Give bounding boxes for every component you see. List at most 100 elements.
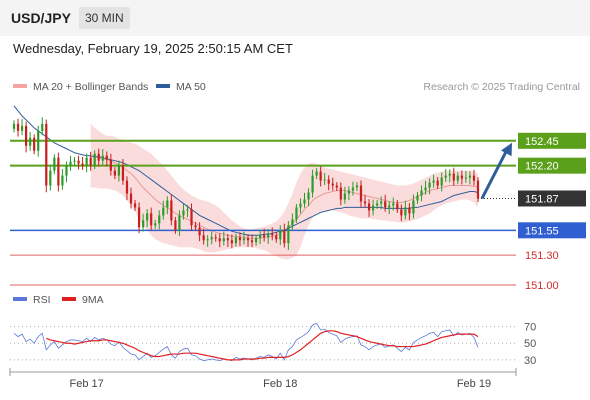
candle — [468, 175, 472, 178]
candle — [214, 237, 217, 239]
candle — [380, 201, 383, 204]
rsi-tick-label: 30 — [524, 355, 536, 367]
level-tag — [518, 132, 586, 149]
candle — [444, 175, 447, 178]
candle — [351, 187, 355, 191]
candle — [101, 155, 104, 161]
candle — [158, 215, 161, 224]
candle — [85, 157, 88, 166]
candle — [202, 235, 205, 241]
candle — [210, 237, 213, 240]
candle — [371, 205, 375, 211]
candle — [20, 125, 24, 131]
legend-swatch — [156, 84, 170, 88]
candle — [388, 205, 391, 208]
candle — [392, 203, 395, 206]
candle — [432, 180, 435, 183]
candle — [97, 153, 100, 161]
candle — [125, 180, 129, 194]
candle — [234, 237, 238, 244]
candle — [109, 159, 112, 171]
legend-swatch — [62, 297, 76, 301]
candle — [412, 200, 415, 214]
candle — [271, 233, 274, 236]
candle — [440, 177, 443, 186]
candle — [404, 207, 407, 216]
candle — [41, 123, 44, 131]
candle — [448, 173, 451, 176]
level-label: 151.30 — [525, 250, 559, 262]
legend-label: MA 50 — [176, 81, 206, 93]
candle — [178, 215, 181, 231]
level-tag — [518, 157, 586, 174]
candle — [37, 130, 40, 151]
candle — [174, 220, 177, 231]
candle — [315, 171, 318, 176]
candle — [142, 220, 145, 228]
projection-arrow-head — [501, 142, 512, 157]
level-label: 151.00 — [525, 280, 559, 292]
candle — [319, 171, 322, 181]
candle — [250, 240, 254, 243]
candle — [61, 175, 64, 186]
copyright-text: Research © 2025 Trading Central — [423, 81, 580, 93]
candle — [367, 203, 371, 211]
candle — [263, 235, 266, 238]
candle — [69, 161, 72, 166]
candle — [355, 185, 359, 188]
currency-pair-title: USD/JPY — [11, 10, 71, 26]
candle — [424, 187, 427, 191]
candle — [400, 209, 403, 216]
candle — [65, 165, 68, 176]
legend-label: MA 20 + Bollinger Bands — [33, 81, 148, 93]
candle — [323, 179, 326, 181]
candle — [170, 200, 173, 221]
candle — [137, 207, 141, 228]
candle — [57, 157, 60, 186]
level-tag — [518, 222, 586, 239]
candle — [242, 238, 246, 241]
candle — [12, 123, 16, 129]
bollinger-band — [90, 123, 478, 260]
projection-arrow — [480, 147, 510, 200]
candle — [472, 175, 476, 181]
candle — [29, 137, 32, 146]
candle — [347, 190, 350, 194]
timeframe-badge[interactable]: 30 MIN — [79, 7, 130, 29]
candle — [162, 207, 165, 216]
candle — [129, 193, 133, 204]
x-tick-label: Feb 19 — [457, 378, 491, 390]
candle — [275, 235, 278, 240]
candle — [359, 185, 363, 202]
candle — [335, 185, 338, 188]
rsi-ma-line — [46, 330, 479, 361]
candle — [299, 203, 302, 208]
candle — [230, 240, 233, 244]
candle — [93, 153, 96, 166]
candle — [194, 225, 197, 228]
candle — [267, 233, 270, 238]
candle — [190, 209, 193, 226]
candle — [206, 239, 209, 241]
ma50-line — [13, 105, 479, 236]
level-label: 152.45 — [525, 136, 559, 148]
candle — [24, 125, 28, 146]
candle — [287, 225, 290, 244]
level-label: 151.87 — [525, 193, 559, 205]
candle — [218, 238, 221, 242]
candle — [436, 180, 439, 186]
candle — [428, 182, 431, 188]
candle — [420, 190, 423, 196]
candle — [182, 210, 185, 216]
candle — [238, 237, 242, 241]
candle — [283, 230, 286, 244]
candle — [331, 183, 334, 186]
candle — [460, 175, 463, 179]
rsi-tick-label: 70 — [524, 322, 536, 334]
candle — [408, 207, 411, 214]
candle — [464, 177, 468, 179]
candle — [279, 230, 282, 240]
candle — [396, 203, 399, 210]
candle — [384, 201, 387, 208]
candle — [133, 203, 137, 208]
